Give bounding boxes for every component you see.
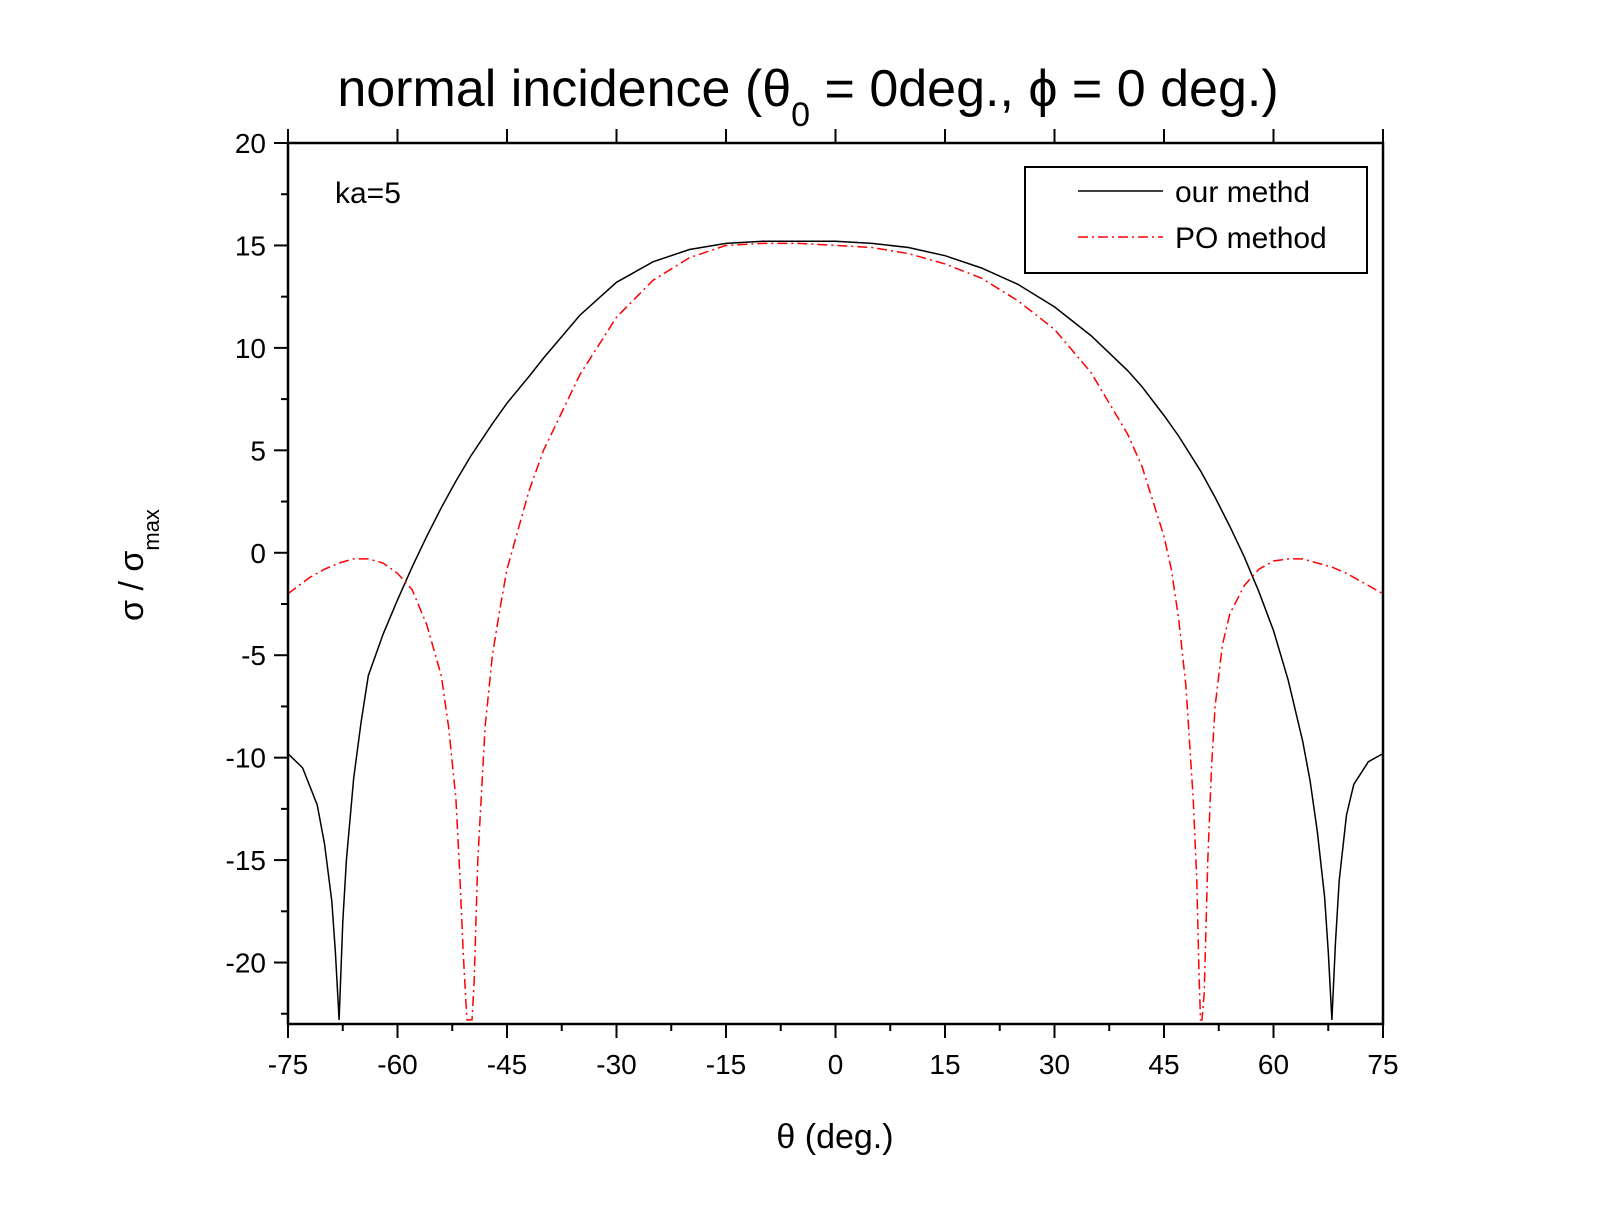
legend-label-our-methd: our methd (1175, 176, 1310, 209)
plot-frame (286, 141, 1385, 1026)
series-line-our-methd (287, 240, 1384, 1020)
series-group (287, 240, 1384, 1021)
y-tick-label: -5 (241, 640, 266, 671)
x-tick-label: 0 (828, 1049, 844, 1080)
x-tick-label: -30 (596, 1049, 636, 1080)
x-tick-label: 30 (1039, 1049, 1070, 1080)
x-tick-label: -45 (487, 1049, 527, 1080)
y-axis-label: σ / σmax (113, 509, 164, 621)
y-tick-label: -20 (226, 948, 266, 979)
y-tick-label: 0 (250, 538, 266, 569)
x-axis-ticks: -75 -60 -45 -30 -15 0 15 30 45 60 75 (268, 129, 1399, 1080)
x-tick-label: 75 (1367, 1049, 1398, 1080)
x-tick-label: -60 (377, 1049, 417, 1080)
y-tick-label: -10 (226, 743, 266, 774)
legend-box (1024, 166, 1368, 274)
legend: our methd PO method (1024, 166, 1368, 274)
y-tick-label: 15 (235, 230, 266, 261)
x-axis-label: θ (deg.) (776, 1118, 893, 1156)
y-tick-label: 10 (235, 333, 266, 364)
chart-title: normal incidence (θ0 = 0deg., ϕ = 0 deg.… (337, 60, 1278, 134)
annotation-ka: ka=5 (335, 177, 401, 210)
x-tick-label: -75 (268, 1049, 308, 1080)
y-tick-label: -15 (226, 845, 266, 876)
series-line-po-method (287, 242, 1384, 1021)
y-axis-ticks: -20 -15 -10 -5 0 5 10 15 20 (226, 128, 288, 1015)
legend-label-po-method: PO method (1175, 222, 1327, 255)
y-tick-label: 5 (250, 435, 266, 466)
y-tick-label: 20 (235, 128, 266, 159)
x-tick-label: 60 (1258, 1049, 1289, 1080)
x-tick-label: 45 (1148, 1049, 1179, 1080)
x-tick-label: -15 (706, 1049, 746, 1080)
x-tick-label: 15 (929, 1049, 960, 1080)
